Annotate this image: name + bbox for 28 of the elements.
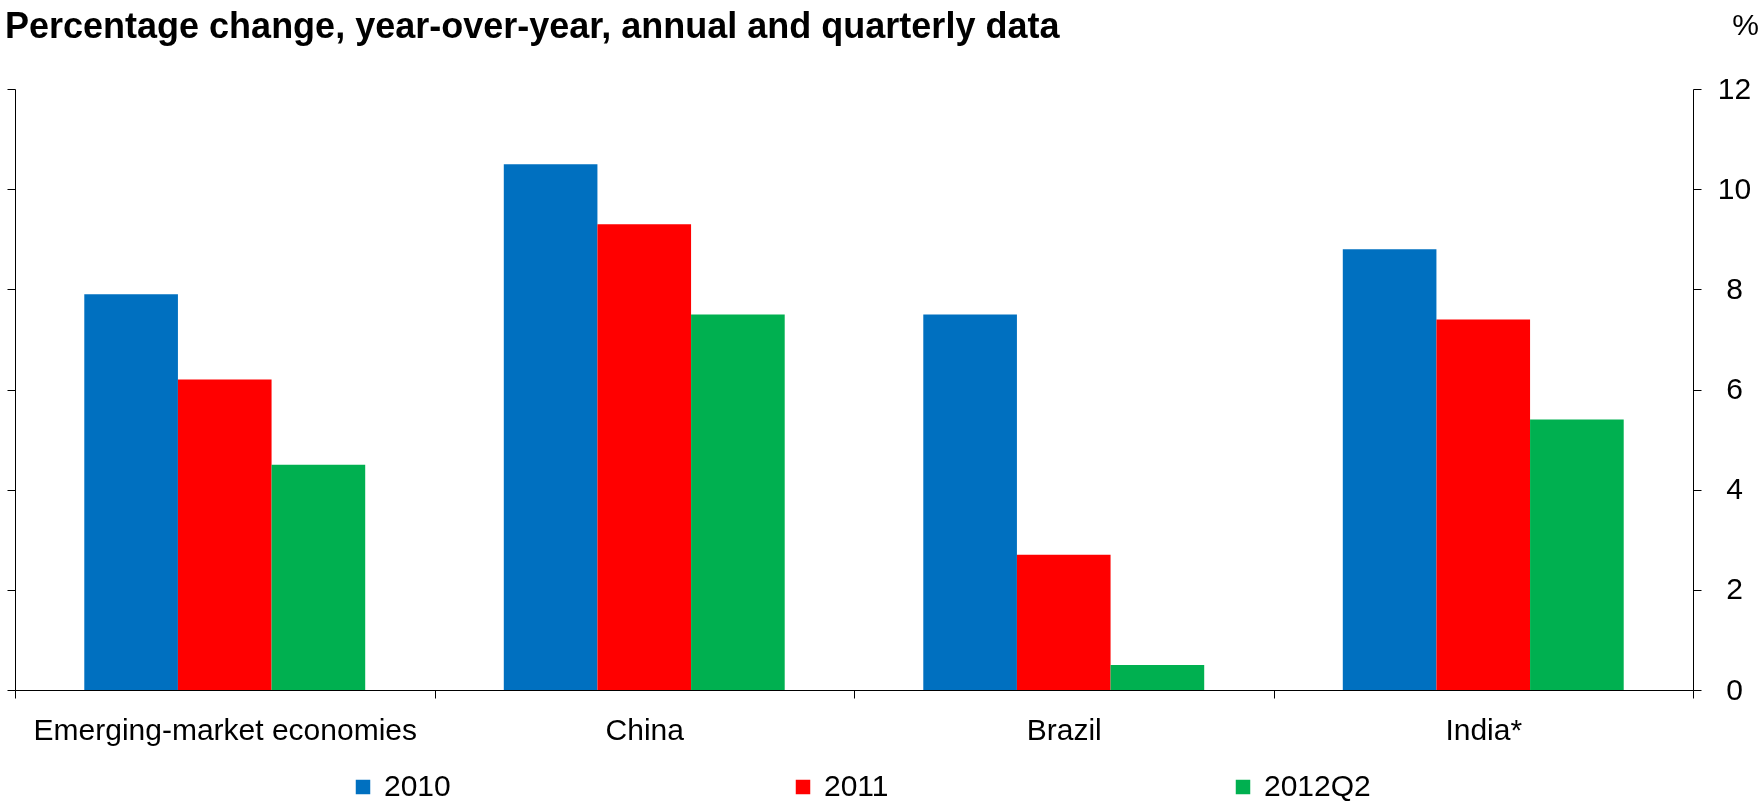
legend-label: 2012Q2	[1264, 769, 1371, 801]
bar	[691, 314, 785, 690]
legend-label: 2010	[384, 769, 451, 801]
legend-label: 2011	[824, 769, 889, 801]
bar	[271, 464, 366, 690]
bar	[1110, 664, 1205, 690]
bar	[597, 224, 692, 690]
y-tick-label: 8	[1726, 271, 1743, 305]
x-tick-label: Brazil	[1026, 712, 1102, 746]
x-tick-label: India*	[1445, 712, 1523, 746]
bar	[84, 294, 178, 690]
y-tick-label: 10	[1717, 171, 1752, 205]
bar	[1016, 554, 1111, 690]
bar	[503, 164, 598, 690]
y-axis-title: %	[1732, 7, 1759, 41]
y-tick-label: 12	[1717, 71, 1752, 105]
bar	[177, 379, 272, 690]
y-tick-label: 4	[1726, 472, 1743, 506]
y-tick-label: 0	[1726, 672, 1743, 706]
x-tick-label: China	[605, 712, 685, 746]
chart-title: Percentage change, year-over-year, annual and quarterly data	[5, 5, 1061, 46]
bar	[1436, 319, 1531, 690]
bar	[1530, 419, 1624, 690]
bar	[923, 314, 1017, 690]
bar	[1342, 249, 1437, 690]
y-tick-label: 6	[1726, 372, 1743, 405]
y-tick-label: 2	[1726, 572, 1743, 606]
x-tick-label: Emerging-market economies	[33, 712, 417, 746]
